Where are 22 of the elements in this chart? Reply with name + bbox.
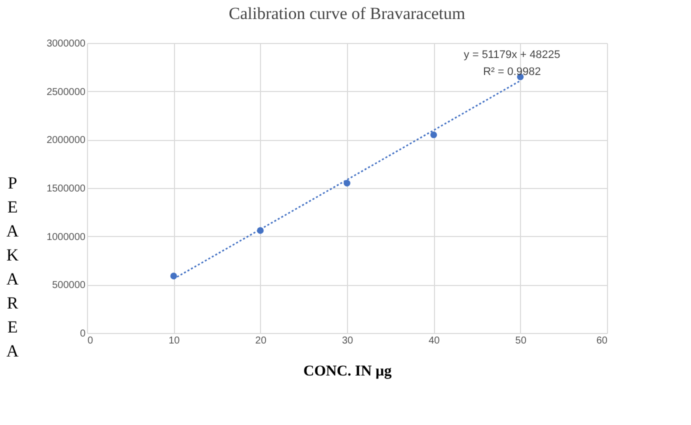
x-tick-label: 30 bbox=[342, 336, 354, 346]
x-tick-label: 20 bbox=[255, 336, 267, 346]
y-tick-label: 0 bbox=[80, 328, 86, 340]
x-tick-label: 10 bbox=[168, 336, 180, 346]
y-axis-title: PEAK AREA bbox=[6, 174, 20, 360]
x-axis-title: CONC. IN µg bbox=[303, 364, 392, 380]
point bbox=[170, 272, 178, 280]
point bbox=[344, 180, 350, 187]
y-tick-label: 2000000 bbox=[46, 135, 86, 146]
annotation: R² = 0.9982 bbox=[483, 66, 541, 78]
y-tick-label: 3000000 bbox=[46, 38, 86, 50]
y-tick-label: 1500000 bbox=[46, 184, 86, 194]
x-tick-label: 40 bbox=[428, 336, 440, 346]
x-tick-label: 60 bbox=[596, 336, 608, 346]
y-tick-label: 500000 bbox=[52, 280, 86, 292]
point bbox=[430, 131, 438, 138]
y-tick-label: 2500000 bbox=[46, 86, 86, 98]
x-tick-label: 0 bbox=[88, 336, 94, 346]
chart-title: Calibration curve of Bravaracetum bbox=[228, 4, 466, 23]
annotation: y = 51179x + 48225 bbox=[464, 49, 560, 61]
y-tick-label: 1000000 bbox=[46, 232, 86, 243]
x-tick-label: 50 bbox=[515, 336, 527, 346]
